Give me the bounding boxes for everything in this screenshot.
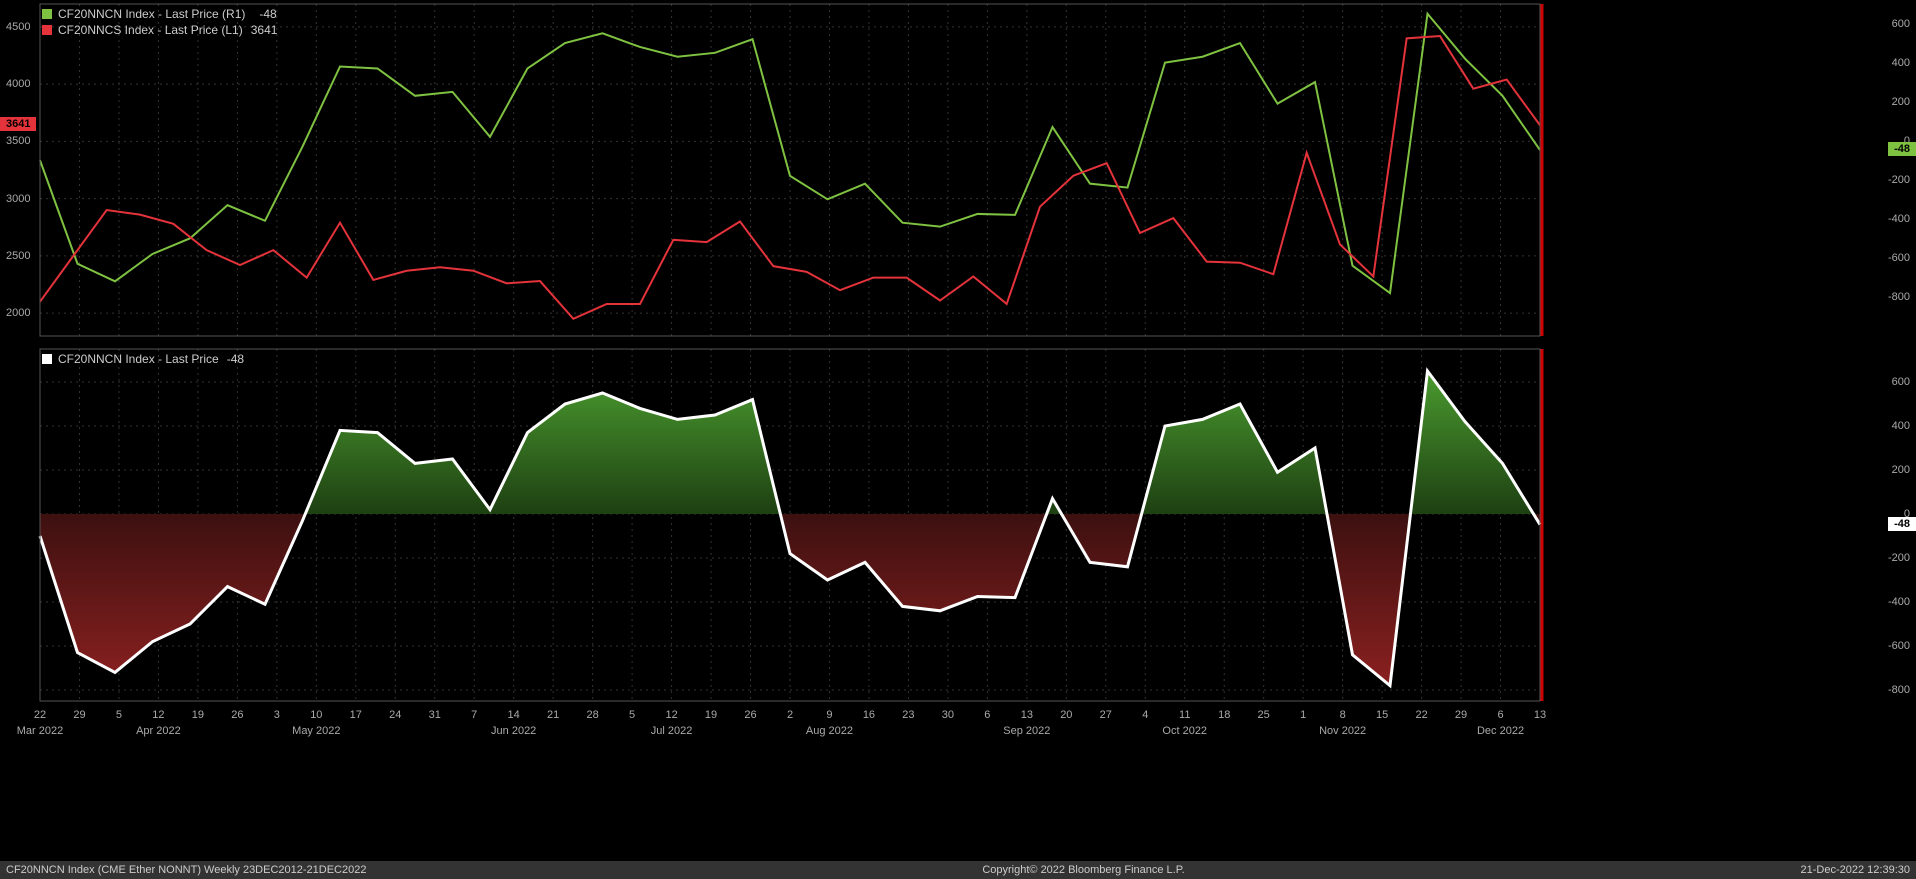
y-right-tick: 200 bbox=[1892, 464, 1910, 476]
y-right-tick: -600 bbox=[1888, 252, 1910, 264]
x-tick-day: 5 bbox=[116, 709, 122, 721]
legend-value: -48 bbox=[227, 351, 244, 367]
x-tick-day: 15 bbox=[1376, 709, 1388, 721]
footer-center: Copyright© 2022 Bloomberg Finance L.P. bbox=[982, 864, 1184, 876]
x-tick-day: 12 bbox=[152, 709, 164, 721]
y-right-tick: -600 bbox=[1888, 640, 1910, 652]
x-tick-month: Jul 2022 bbox=[651, 725, 693, 737]
x-tick-day: 10 bbox=[310, 709, 322, 721]
x-tick-day: 7 bbox=[471, 709, 477, 721]
x-tick-day: 11 bbox=[1179, 709, 1190, 721]
x-tick-month: Dec 2022 bbox=[1477, 725, 1524, 737]
x-tick-day: 24 bbox=[389, 709, 401, 721]
x-tick-day: 29 bbox=[1455, 709, 1467, 721]
legend-item-white: CF20NNCN Index - Last Price -48 bbox=[42, 351, 244, 367]
y-left-tick: 3000 bbox=[6, 193, 30, 205]
y-left-tick: 4500 bbox=[6, 21, 30, 33]
x-tick-day: 14 bbox=[508, 709, 520, 721]
x-tick-day: 13 bbox=[1534, 709, 1546, 721]
legend-label: CF20NNCN Index - Last Price bbox=[58, 351, 219, 367]
x-tick-day: 2 bbox=[787, 709, 793, 721]
footer-left: CF20NNCN Index (CME Ether NONNT) Weekly … bbox=[6, 864, 366, 876]
y-right-tick: 600 bbox=[1892, 18, 1910, 30]
legend-item-red: CF20NNCS Index - Last Price (L1) 3641 bbox=[42, 22, 277, 38]
x-tick-day: 19 bbox=[192, 709, 204, 721]
chart-top-panel: CF20NNCN Index - Last Price (R1) -48 CF2… bbox=[0, 0, 1916, 340]
x-tick-day: 30 bbox=[942, 709, 954, 721]
x-tick-day: 23 bbox=[902, 709, 914, 721]
y-right-tick: 600 bbox=[1892, 376, 1910, 388]
x-tick-day: 22 bbox=[1415, 709, 1427, 721]
x-tick-day: 4 bbox=[1142, 709, 1148, 721]
chart-bottom-svg bbox=[0, 345, 1916, 705]
y-left-tick: 4000 bbox=[6, 78, 30, 90]
x-tick-day: 1 bbox=[1300, 709, 1306, 721]
x-tick-day: 20 bbox=[1060, 709, 1072, 721]
chart-bottom-panel: CF20NNCN Index - Last Price -48 -800 -600… bbox=[0, 345, 1916, 705]
y-right-tick: -400 bbox=[1888, 596, 1910, 608]
x-tick-day: 5 bbox=[629, 709, 635, 721]
y-right-tick: -800 bbox=[1888, 291, 1910, 303]
x-tick-day: 26 bbox=[744, 709, 756, 721]
y-left-tick: 2000 bbox=[6, 307, 30, 319]
x-tick-day: 31 bbox=[429, 709, 441, 721]
legend-value: -48 bbox=[259, 6, 276, 22]
x-tick-day: 28 bbox=[587, 709, 599, 721]
y-right-tick: -200 bbox=[1888, 552, 1910, 564]
footer-right: 21-Dec-2022 12:39:30 bbox=[1801, 864, 1910, 876]
legend-item-green: CF20NNCN Index - Last Price (R1) -48 bbox=[42, 6, 277, 22]
y-right-tick: 400 bbox=[1892, 420, 1910, 432]
legend-swatch-red bbox=[42, 25, 52, 35]
x-tick-day: 9 bbox=[826, 709, 832, 721]
legend-label: CF20NNCS Index - Last Price (L1) bbox=[58, 22, 243, 38]
x-tick-day: 21 bbox=[547, 709, 559, 721]
x-tick-month: Mar 2022 bbox=[17, 725, 63, 737]
y-right-tick: -800 bbox=[1888, 684, 1910, 696]
x-tick-month: May 2022 bbox=[292, 725, 340, 737]
legend-label: CF20NNCN Index - Last Price (R1) bbox=[58, 6, 245, 22]
x-axis: 22Mar 202229512Apr 20221926310May 202217… bbox=[0, 705, 1916, 741]
x-tick-month: Oct 2022 bbox=[1162, 725, 1207, 737]
x-tick-day: 22 bbox=[34, 709, 46, 721]
right-axis-badge: -48 bbox=[1888, 517, 1916, 531]
x-tick-day: 8 bbox=[1340, 709, 1346, 721]
x-tick-month: Jun 2022 bbox=[491, 725, 536, 737]
x-tick-day: 26 bbox=[231, 709, 243, 721]
right-axis-badge: -48 bbox=[1888, 142, 1916, 156]
x-tick-day: 18 bbox=[1218, 709, 1230, 721]
x-tick-day: 19 bbox=[705, 709, 717, 721]
x-tick-day: 17 bbox=[350, 709, 362, 721]
x-tick-month: Nov 2022 bbox=[1319, 725, 1366, 737]
legend-swatch-white bbox=[42, 354, 52, 364]
x-tick-day: 25 bbox=[1258, 709, 1270, 721]
x-tick-day: 16 bbox=[863, 709, 875, 721]
x-tick-month: Apr 2022 bbox=[136, 725, 181, 737]
y-right-tick: -400 bbox=[1888, 213, 1910, 225]
x-tick-day: 3 bbox=[274, 709, 280, 721]
y-right-tick: 200 bbox=[1892, 96, 1910, 108]
legend-value: 3641 bbox=[251, 22, 278, 38]
y-right-tick: 400 bbox=[1892, 57, 1910, 69]
x-tick-day: 27 bbox=[1100, 709, 1112, 721]
left-axis-badge: 3641 bbox=[0, 117, 36, 131]
legend-swatch-green bbox=[42, 9, 52, 19]
x-tick-month: Aug 2022 bbox=[806, 725, 853, 737]
footer-bar: CF20NNCN Index (CME Ether NONNT) Weekly … bbox=[0, 861, 1916, 879]
legend-top: CF20NNCN Index - Last Price (R1) -48 CF2… bbox=[42, 6, 277, 38]
legend-bottom: CF20NNCN Index - Last Price -48 bbox=[42, 351, 244, 367]
y-right-tick: -200 bbox=[1888, 174, 1910, 186]
x-tick-month: Sep 2022 bbox=[1003, 725, 1050, 737]
x-tick-day: 13 bbox=[1021, 709, 1033, 721]
chart-top-svg bbox=[0, 0, 1916, 340]
y-left-tick: 2500 bbox=[6, 250, 30, 262]
x-tick-day: 12 bbox=[665, 709, 677, 721]
x-tick-day: 6 bbox=[1497, 709, 1503, 721]
x-tick-day: 6 bbox=[984, 709, 990, 721]
y-left-tick: 3500 bbox=[6, 135, 30, 147]
x-tick-day: 29 bbox=[73, 709, 85, 721]
